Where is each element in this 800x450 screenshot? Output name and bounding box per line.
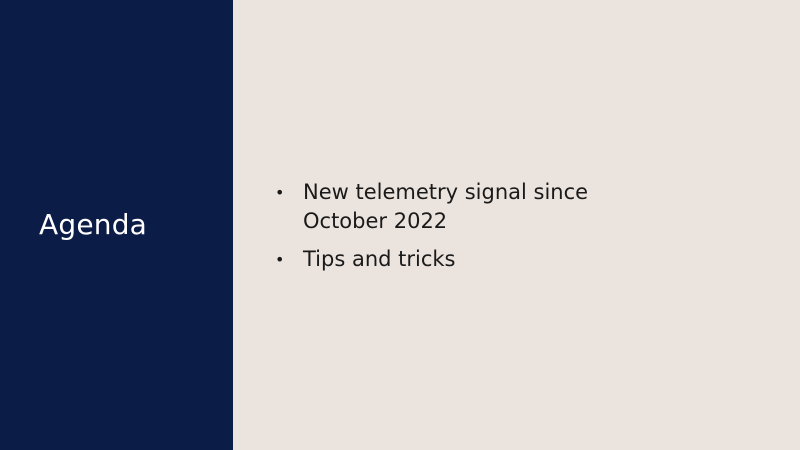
agenda-item: • Tips and tricks — [269, 245, 599, 274]
bullet-icon: • — [275, 183, 285, 202]
slide-title: Agenda — [39, 208, 148, 241]
bullet-icon: • — [275, 250, 285, 269]
title-panel: Agenda — [0, 0, 233, 450]
agenda-list: • New telemetry signal since October 202… — [269, 178, 599, 283]
agenda-item: • New telemetry signal since October 202… — [269, 178, 599, 236]
agenda-item-text: Tips and tricks — [303, 247, 456, 271]
content-panel: • New telemetry signal since October 202… — [233, 0, 800, 450]
agenda-item-text: New telemetry signal since October 2022 — [303, 180, 589, 233]
